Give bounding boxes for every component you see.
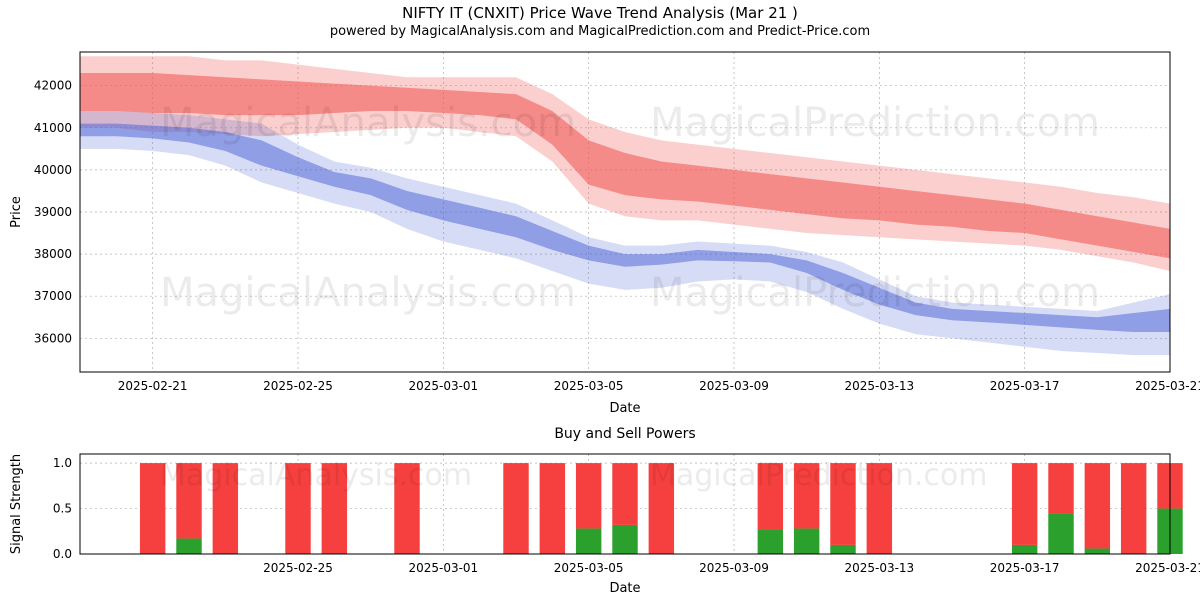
sell-power-bar [612, 463, 637, 525]
sell-power-bar [140, 463, 165, 554]
sell-power-bar [503, 463, 528, 554]
buy-power-bar [1048, 513, 1073, 554]
svg-text:2025-03-17: 2025-03-17 [990, 561, 1060, 575]
power-chart-wrap: Buy and Sell Powers 0.0 0.5 1.0 2025-02-25 20… [0, 420, 1200, 600]
svg-text:0.0: 0.0 [53, 547, 72, 561]
svg-text:2025-03-13: 2025-03-13 [844, 379, 914, 393]
sell-power-bar [867, 463, 892, 554]
buy-power-bar [612, 525, 637, 554]
y-axis-label: Price [9, 196, 24, 228]
buy-power-bar [794, 529, 819, 554]
buy-power-bar [576, 529, 601, 554]
sell-power-bar [540, 463, 565, 554]
main-chart-svg: 36000 37000 38000 39000 40000 41000 42000 2025-… [0, 0, 1200, 430]
sell-power-bar [1048, 463, 1073, 513]
svg-text:37000: 37000 [34, 289, 72, 303]
buy-power-bar [830, 545, 855, 554]
svg-text:2025-03-01: 2025-03-01 [408, 561, 478, 575]
buy-power-bar [1012, 545, 1037, 554]
sell-power-bar [649, 463, 674, 554]
sell-power-bar [322, 463, 347, 554]
svg-text:40000: 40000 [34, 163, 72, 177]
svg-text:2025-03-13: 2025-03-13 [844, 561, 914, 575]
svg-text:2025-03-01: 2025-03-01 [408, 379, 478, 393]
buy-power-bar [1085, 549, 1110, 554]
svg-text:38000: 38000 [34, 247, 72, 261]
sell-power-bar [285, 463, 310, 554]
svg-text:2025-02-25: 2025-02-25 [263, 561, 333, 575]
main-chart-wrap: 36000 37000 38000 39000 40000 41000 42000 2025-… [0, 0, 1200, 430]
svg-text:2025-03-09: 2025-03-09 [699, 379, 769, 393]
svg-text:1.0: 1.0 [53, 456, 72, 470]
power-x-axis-label: Date [609, 581, 640, 596]
svg-text:2025-03-21: 2025-03-21 [1135, 561, 1200, 575]
sell-power-bar [176, 463, 201, 538]
sell-power-bar [1012, 463, 1037, 545]
power-chart-svg: Buy and Sell Powers 0.0 0.5 1.0 2025-02-25 20… [0, 420, 1200, 600]
svg-text:2025-03-17: 2025-03-17 [990, 379, 1060, 393]
svg-text:2025-02-21: 2025-02-21 [118, 379, 188, 393]
svg-text:2025-02-25: 2025-02-25 [263, 379, 333, 393]
sell-power-bar [794, 463, 819, 528]
sell-power-bar [576, 463, 601, 528]
buy-power-bar [176, 539, 201, 554]
sell-power-bar [758, 463, 783, 529]
svg-text:2025-03-21: 2025-03-21 [1135, 379, 1200, 393]
sell-power-bar [830, 463, 855, 545]
chart-page: NIFTY IT (CNXIT) Price Wave Trend Analys… [0, 0, 1200, 600]
svg-text:2025-03-05: 2025-03-05 [554, 379, 624, 393]
power-chart-title: Buy and Sell Powers [554, 426, 695, 442]
sell-power-bar [1085, 463, 1110, 548]
buy-power-bar [758, 529, 783, 554]
svg-text:0.5: 0.5 [53, 502, 72, 516]
svg-text:42000: 42000 [34, 79, 72, 93]
svg-text:41000: 41000 [34, 121, 72, 135]
sell-power-bar [1121, 463, 1146, 554]
svg-text:36000: 36000 [34, 331, 72, 345]
x-axis-label: Date [609, 401, 640, 416]
svg-text:39000: 39000 [34, 205, 72, 219]
power-y-axis-label: Signal Strength [9, 454, 24, 554]
svg-text:2025-03-09: 2025-03-09 [699, 561, 769, 575]
svg-text:2025-03-05: 2025-03-05 [554, 561, 624, 575]
sell-power-bar [213, 463, 238, 554]
sell-power-bar [394, 463, 419, 554]
